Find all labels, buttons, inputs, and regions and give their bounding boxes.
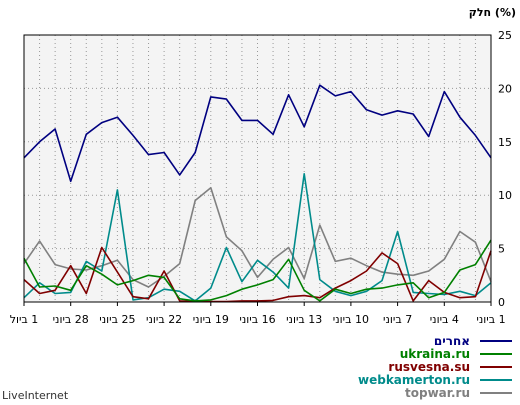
x-tick-label: 1 ביוני — [476, 313, 505, 326]
y-tick-label: 5 — [498, 243, 505, 256]
x-tick-label: 19 ביוני — [193, 313, 229, 326]
x-tick-label: 28 ביוני — [53, 313, 89, 326]
plot-frame — [23, 34, 492, 303]
series-line-webkamerton-ru — [23, 173, 492, 302]
legend-item: ukraina.ru — [400, 347, 512, 361]
grid — [24, 35, 491, 302]
y-tick-label: 10 — [498, 189, 512, 202]
x-tick-label: 13 ביוני — [286, 313, 322, 326]
y-tick-label: 25 — [498, 29, 512, 42]
y-tick-label: 15 — [498, 136, 512, 149]
series-line-- — [23, 84, 492, 183]
series-line-ukraina-ru — [23, 239, 492, 302]
x-tick-label: 25 ביוני — [99, 313, 135, 326]
tick-labels: 0 5 10 15 20 25 1 ביול 28 ביוני 25 ביוני 22 ביוני… — [10, 29, 512, 326]
x-tick-label: 22 ביוני — [146, 313, 182, 326]
legend-label: אחרים — [434, 334, 470, 348]
x-tick-label: 10 ביוני — [333, 313, 369, 326]
legend-label: webkamerton.ru — [358, 373, 470, 387]
legend-label: ukraina.ru — [400, 347, 470, 361]
footer-brand: LiveInternet — [2, 389, 69, 402]
y-tick-label: 20 — [498, 82, 512, 95]
series-line-rusvesna-su — [23, 246, 492, 303]
y-axis-label: חלק (%) — [469, 6, 516, 19]
legend-item: אחרים — [434, 334, 512, 348]
legend-item: topwar.ru — [405, 386, 512, 400]
legend-item: rusvesna.su — [388, 360, 512, 374]
x-tick-label: 1 ביול — [10, 313, 39, 326]
x-tick-label: 16 ביוני — [239, 313, 275, 326]
legend-label: topwar.ru — [405, 386, 470, 400]
series-line-topwar-ru — [23, 186, 492, 288]
legend: אחריםukraina.rurusvesna.suwebkamerton.ru… — [358, 334, 512, 400]
legend-label: rusvesna.su — [388, 360, 470, 374]
y-tick-label: 0 — [498, 296, 505, 309]
x-tick-label: 4 ביוני — [430, 313, 459, 326]
x-tick-label: 7 ביוני — [383, 313, 412, 326]
series-layer — [23, 84, 492, 303]
legend-item: webkamerton.ru — [358, 373, 512, 387]
